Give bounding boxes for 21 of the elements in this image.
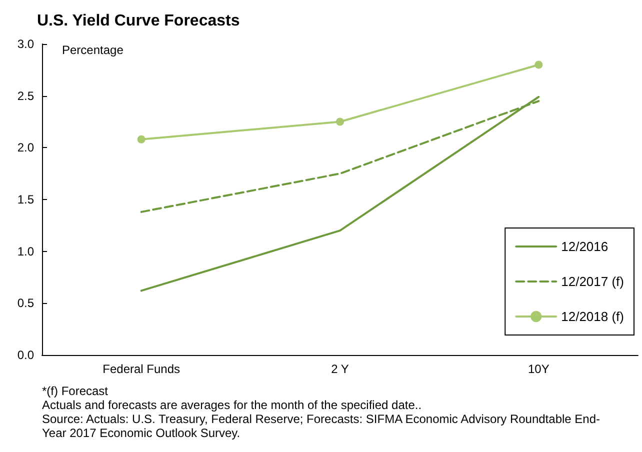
text: Actuals and forecasts are averages for the month of the specified date.. xyxy=(42,398,423,412)
legend-label: 12/2017 (f) xyxy=(561,274,624,289)
legend-label: 12/2016 xyxy=(561,239,608,254)
x-tick-label: 2 Y xyxy=(331,362,349,376)
y-tick-label: 0.5 xyxy=(17,296,34,310)
chart-title: U.S. Yield Curve Forecasts xyxy=(37,12,240,30)
y-axis-title: Percentage xyxy=(62,43,124,57)
legend-label: 12/2018 (f) xyxy=(561,309,624,324)
y-tick-label: 1.5 xyxy=(17,192,34,206)
y-tick-label: 3.0 xyxy=(17,37,34,51)
point xyxy=(336,118,344,126)
y-tick-label: 1.0 xyxy=(17,244,34,258)
point xyxy=(534,60,543,69)
source-note: Source: Actuals: U.S. Treasury, Federal Reserve; Forecasts: SIFMA Economic Advisory Roundtable End-Year 2017 Economic Outlook Survey. xyxy=(42,412,602,440)
x-tick-label: 10Y xyxy=(528,362,550,376)
y-tick-label: 2.0 xyxy=(17,140,34,155)
text: *(f) Forecast xyxy=(42,384,110,398)
point xyxy=(137,135,146,144)
x-tick-label: Federal Funds xyxy=(102,362,180,376)
y-tick-label: 2.5 xyxy=(17,88,34,103)
y-tick-label: 0.0 xyxy=(17,348,34,362)
